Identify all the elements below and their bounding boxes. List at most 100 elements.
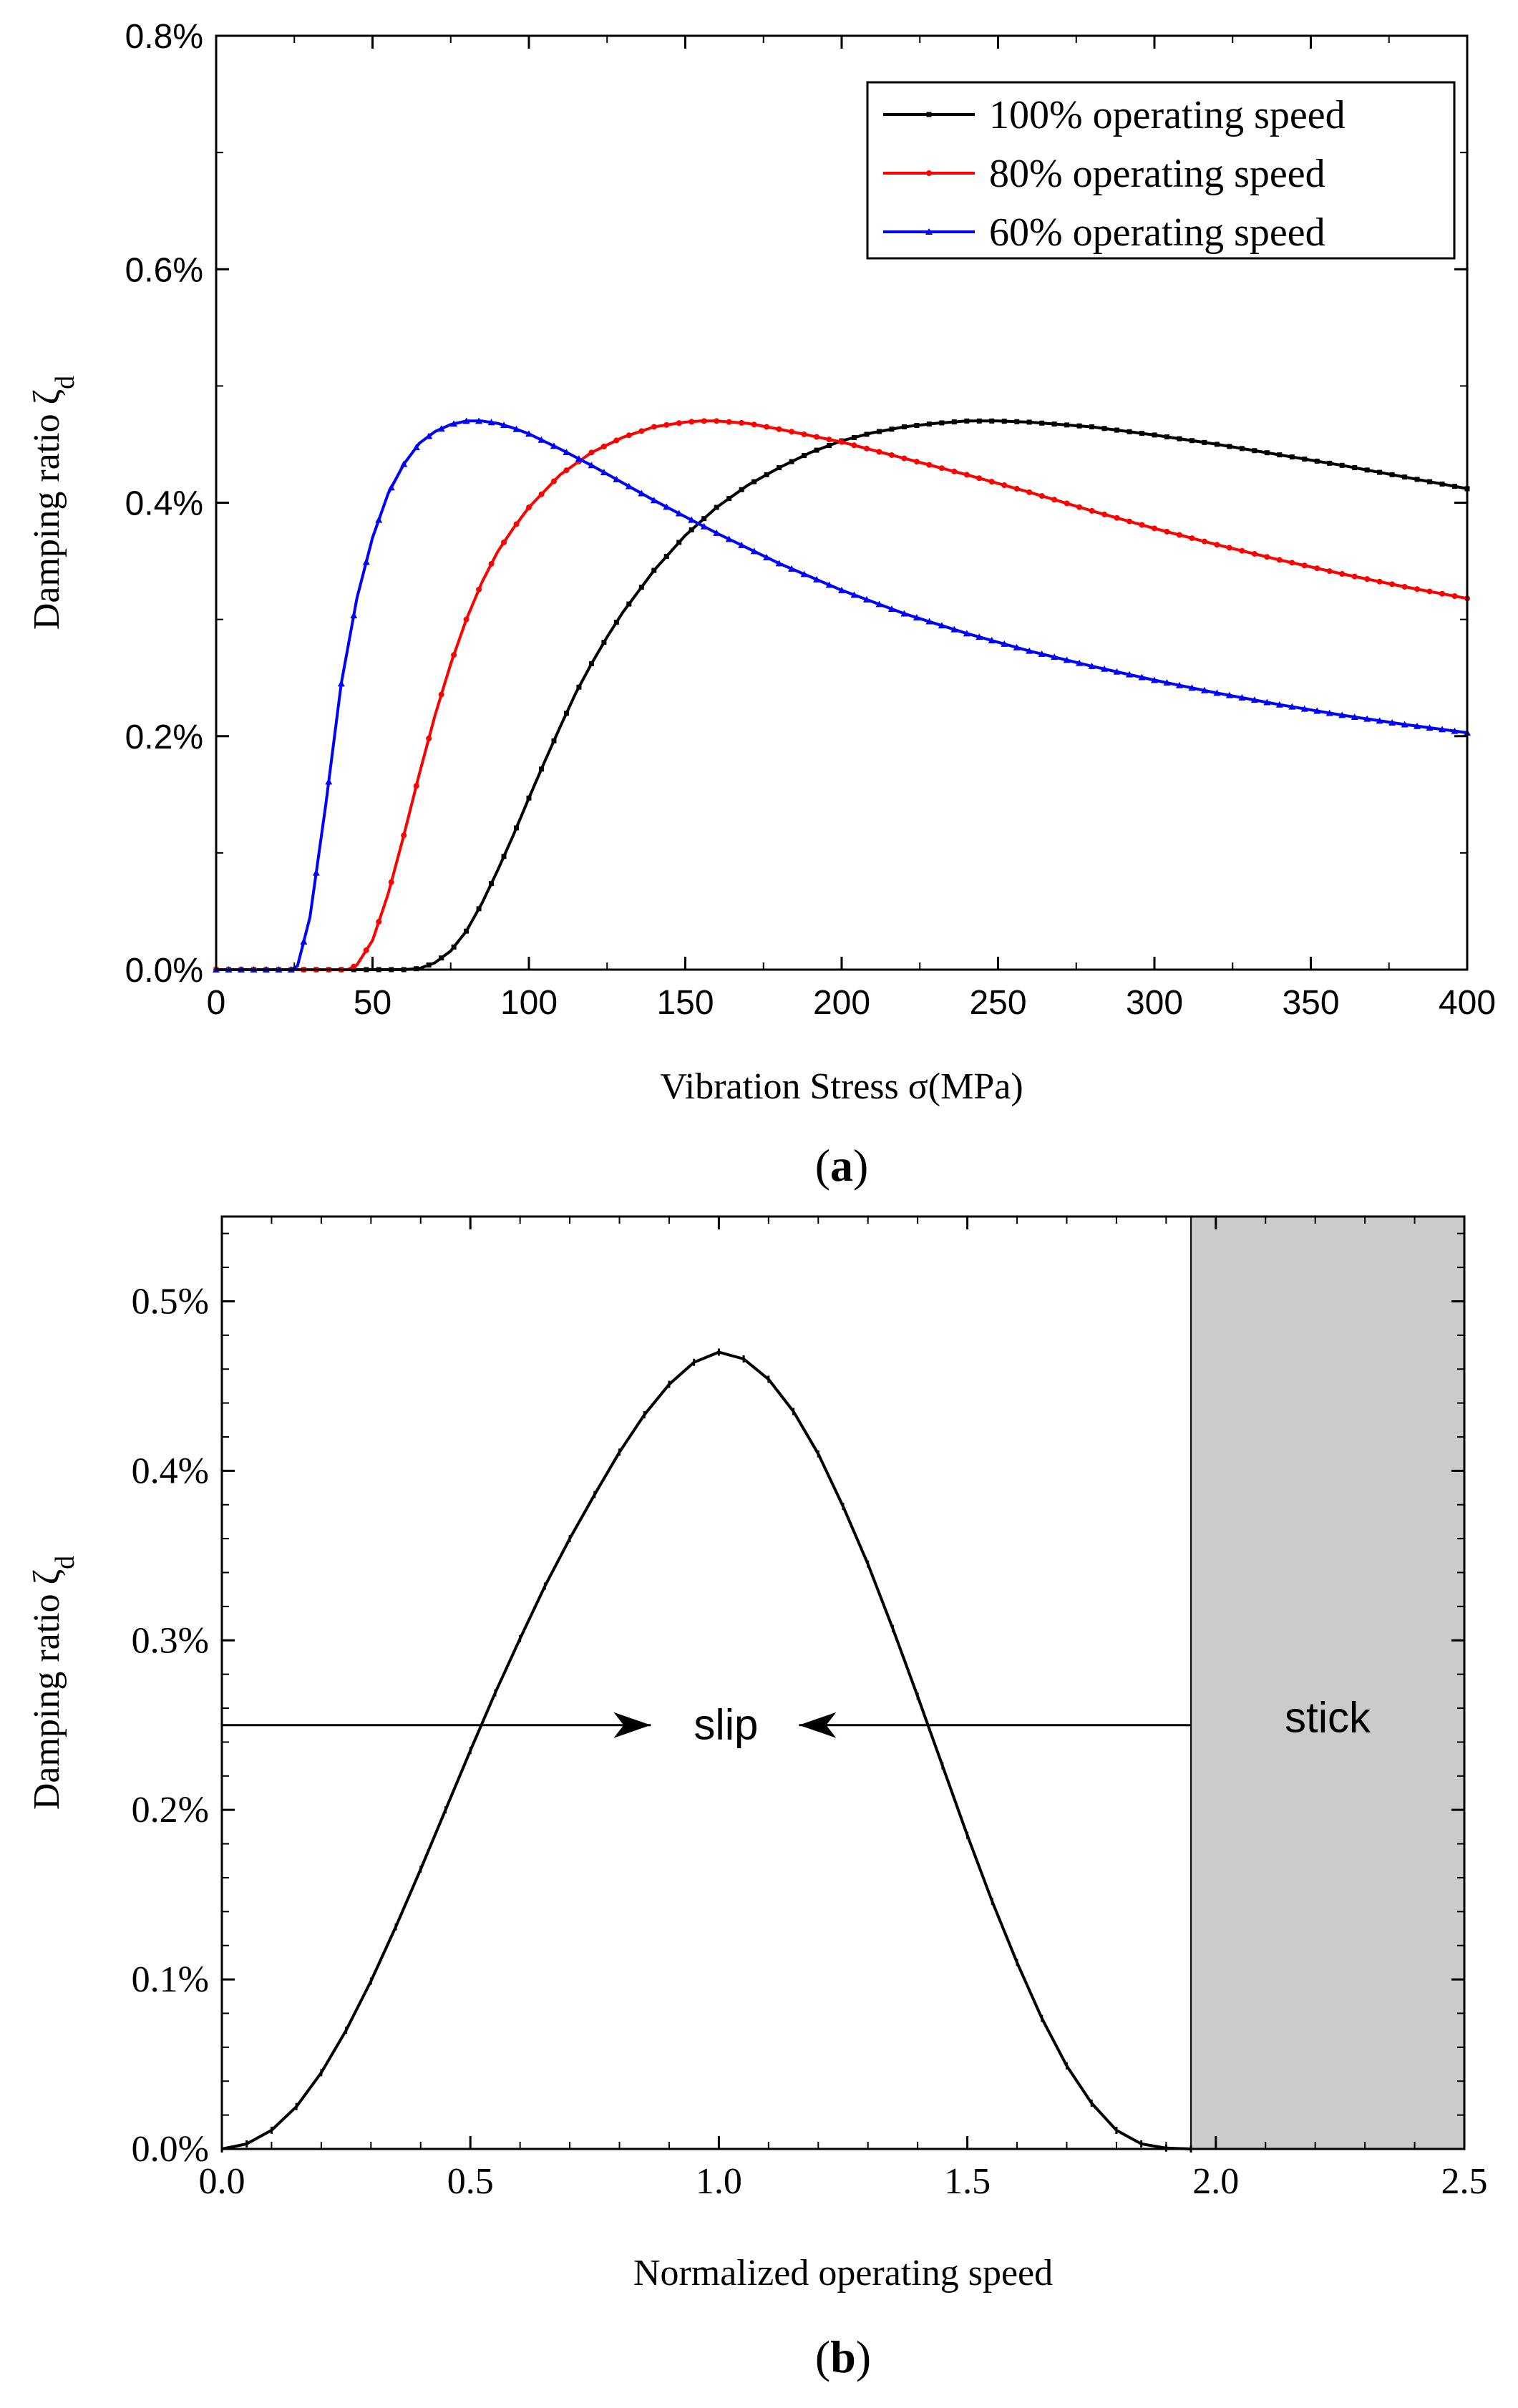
data-point	[951, 468, 958, 474]
panel-a: 0 50 100 150 200 250 300 350 400 0.0% 0.2% 0.4% 0.6%…	[26, 18, 1496, 1191]
panel-b-x-tick-label: 2.5	[1441, 2161, 1488, 2202]
data-point	[1226, 545, 1232, 551]
data-point	[476, 906, 482, 912]
data-point	[451, 944, 457, 950]
data-point	[1214, 542, 1220, 548]
panel-a-legend: 100% operating speed 80% operating speed…	[866, 81, 1456, 260]
data-point	[926, 462, 933, 468]
data-point	[1175, 681, 1183, 688]
data-point	[1051, 421, 1057, 427]
panel-a-y-axis-title: Damping ratio ζd	[26, 376, 80, 630]
data-point	[814, 447, 819, 453]
data-point	[1039, 420, 1045, 426]
data-point	[1101, 426, 1107, 432]
data-point	[1188, 684, 1196, 691]
data-point	[789, 429, 795, 435]
data-point	[1414, 477, 1420, 482]
data-point	[1426, 588, 1433, 595]
data-point	[638, 428, 645, 434]
data-point	[1300, 705, 1308, 712]
data-point	[1064, 500, 1070, 507]
data-point	[351, 963, 357, 970]
data-point	[488, 560, 495, 567]
data-point	[325, 778, 333, 785]
data-point	[1264, 554, 1270, 560]
data-point	[1451, 727, 1459, 734]
data-point	[1177, 436, 1182, 442]
data-point	[1376, 717, 1383, 724]
legend-marker	[926, 112, 932, 117]
data-point	[1263, 698, 1271, 706]
data-point	[1151, 676, 1158, 683]
data-point	[1264, 450, 1270, 456]
data-point	[676, 540, 682, 545]
data-point	[1325, 709, 1333, 716]
data-point	[1250, 696, 1258, 703]
data-point	[1051, 497, 1058, 503]
data-point	[1001, 482, 1008, 489]
data-point	[475, 417, 483, 424]
data-point	[588, 462, 595, 469]
data-point	[489, 881, 495, 887]
data-point	[1001, 419, 1007, 424]
data-point	[613, 475, 621, 482]
panel-a-x-tick-label: 200	[813, 984, 870, 1022]
data-point	[688, 516, 696, 523]
series-line-damping	[221, 1350, 1192, 2150]
data-point	[775, 560, 783, 567]
data-point	[827, 443, 832, 449]
legend-box	[866, 81, 1456, 260]
y-axis-title-main: Damping ratio ζ	[26, 389, 67, 630]
data-point	[913, 614, 920, 621]
data-point	[1214, 442, 1220, 447]
data-point	[801, 431, 807, 437]
data-point	[1138, 673, 1146, 681]
data-point	[439, 955, 444, 961]
data-point	[864, 432, 870, 437]
data-point	[863, 445, 870, 452]
data-point	[575, 455, 583, 462]
data-point	[1275, 701, 1283, 708]
data-point	[563, 467, 570, 474]
data-point	[1088, 662, 1096, 669]
data-point	[1302, 456, 1308, 462]
data-point	[802, 453, 807, 459]
data-point	[1076, 423, 1082, 429]
data-point	[901, 424, 907, 429]
data-point	[726, 419, 732, 425]
data-point	[788, 565, 796, 572]
data-point	[1251, 550, 1257, 557]
data-point	[1176, 532, 1182, 538]
data-point	[1277, 452, 1283, 458]
data-point	[1338, 711, 1346, 718]
data-point	[1351, 573, 1358, 580]
slip-arrows	[222, 1712, 1192, 1738]
data-point	[1452, 484, 1458, 489]
data-point	[1001, 640, 1008, 647]
legend-label-80: 80% operating speed	[989, 152, 1325, 196]
data-point	[550, 478, 557, 484]
data-point	[1152, 432, 1157, 438]
data-point	[526, 504, 532, 511]
data-point	[538, 766, 544, 772]
data-point	[963, 472, 970, 478]
panel-a-x-tick-label: 250	[969, 984, 1026, 1022]
data-point	[1139, 431, 1145, 437]
data-point	[1076, 659, 1084, 666]
data-point	[1377, 469, 1383, 475]
data-point	[1202, 439, 1207, 445]
data-point	[476, 586, 482, 593]
data-point	[650, 497, 658, 504]
panel-a-x-axis-title: Vibration Stress σ(MPa)	[660, 1066, 1023, 1107]
legend-marker	[926, 170, 932, 176]
data-point	[500, 421, 508, 429]
data-point	[814, 434, 820, 440]
data-point	[1314, 458, 1320, 464]
data-point	[900, 610, 908, 617]
data-point	[776, 426, 782, 432]
data-point	[1114, 427, 1120, 433]
data-point	[1200, 686, 1208, 693]
panel-b-label: (b)	[815, 2331, 871, 2382]
data-point	[876, 429, 882, 434]
data-point	[689, 527, 694, 532]
